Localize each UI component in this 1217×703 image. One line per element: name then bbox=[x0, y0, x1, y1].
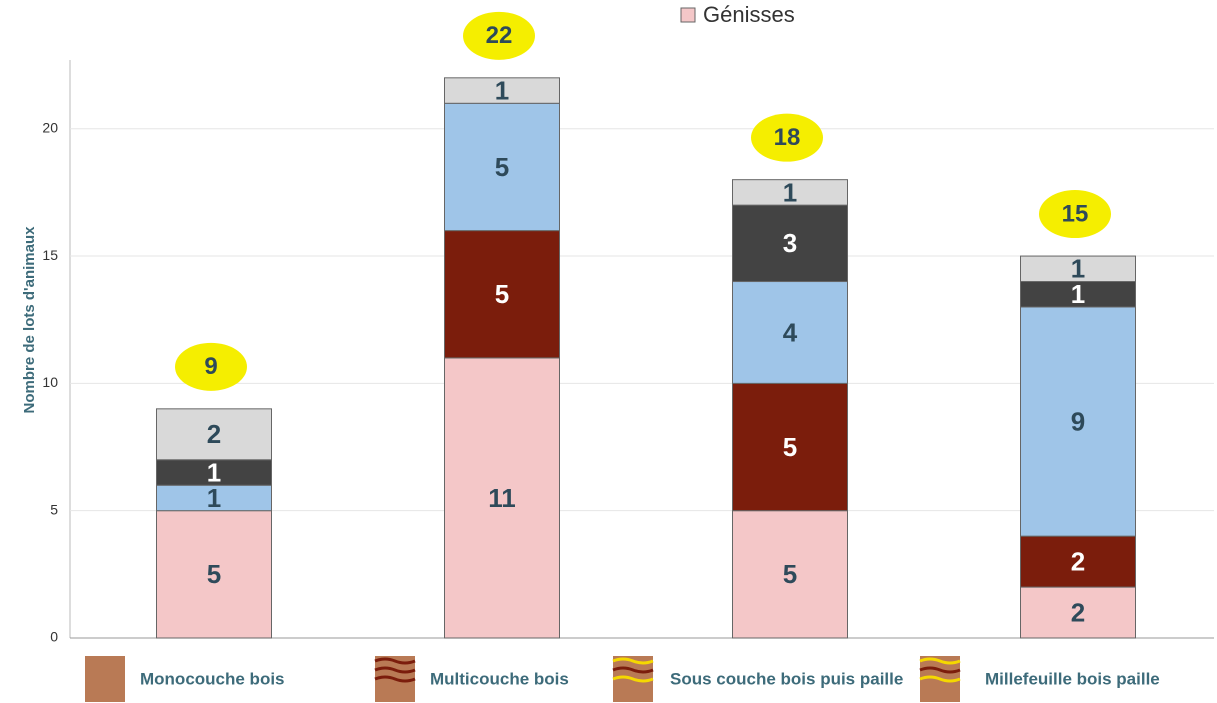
bar-segment bbox=[1020, 306, 1136, 537]
data-label: 5 bbox=[495, 152, 509, 182]
legend-label: Génisses bbox=[703, 2, 795, 27]
total-label: 22 bbox=[486, 22, 513, 49]
icon-layer bbox=[612, 675, 654, 683]
y-tick-label: 5 bbox=[50, 501, 58, 517]
total-badge bbox=[175, 342, 247, 391]
total-badge bbox=[1039, 190, 1111, 239]
total-label: 18 bbox=[774, 124, 801, 151]
data-label: 3 bbox=[783, 228, 797, 258]
bar-segment bbox=[732, 179, 848, 206]
bar-segment bbox=[732, 204, 848, 283]
bar-segment bbox=[156, 408, 272, 461]
category-icon bbox=[85, 656, 125, 702]
category-label: Monocouche bois bbox=[140, 669, 285, 688]
bar-segment bbox=[732, 382, 848, 512]
y-tick-label: 15 bbox=[42, 247, 58, 263]
bar-segment bbox=[732, 281, 848, 384]
icon-layer bbox=[374, 657, 416, 665]
total-badge bbox=[463, 11, 535, 60]
total-badge bbox=[751, 113, 823, 162]
data-label: 1 bbox=[207, 457, 221, 487]
y-tick-label: 20 bbox=[42, 119, 58, 135]
data-label: 5 bbox=[207, 559, 221, 589]
y-tick-label: 10 bbox=[42, 374, 58, 390]
bar-segment bbox=[1020, 535, 1136, 588]
bar-segment bbox=[444, 77, 560, 104]
category-label: Multicouche bois bbox=[430, 669, 569, 688]
bar-segment bbox=[732, 510, 848, 639]
data-label: 2 bbox=[1071, 546, 1085, 576]
bar-segment bbox=[1020, 586, 1136, 639]
data-label: 1 bbox=[783, 177, 797, 207]
data-label: 1 bbox=[1071, 254, 1085, 284]
icon-layer bbox=[374, 666, 416, 674]
data-label: 1 bbox=[495, 75, 509, 105]
y-tick-label: 0 bbox=[50, 629, 58, 645]
total-label: 15 bbox=[1062, 200, 1089, 227]
bar-segment bbox=[444, 230, 560, 359]
bar-segment bbox=[444, 102, 560, 232]
icon-layer bbox=[374, 675, 416, 683]
data-label: 11 bbox=[488, 483, 516, 513]
data-label: 2 bbox=[1071, 597, 1085, 627]
data-label: 4 bbox=[783, 317, 798, 347]
total-label: 9 bbox=[204, 353, 217, 380]
data-label: 5 bbox=[495, 279, 509, 309]
category-label: Sous couche bois puis paille bbox=[670, 669, 903, 688]
data-label: 5 bbox=[783, 432, 797, 462]
icon-layer bbox=[612, 657, 654, 665]
y-axis-label: Nombre de lots d'animaux bbox=[21, 226, 38, 414]
legend-swatch bbox=[680, 7, 696, 23]
data-label: 2 bbox=[207, 419, 221, 449]
icon-layer bbox=[919, 675, 961, 683]
bar-segment bbox=[1020, 281, 1136, 308]
category-label: Millefeuille bois paille bbox=[985, 669, 1160, 688]
data-label: 5 bbox=[783, 559, 797, 589]
icon-layer bbox=[919, 666, 961, 674]
bar-segment bbox=[156, 484, 272, 512]
data-label: 1 bbox=[1071, 279, 1085, 309]
bar-segment bbox=[156, 510, 272, 639]
icon-layer bbox=[919, 657, 961, 665]
bar-segment bbox=[1020, 255, 1136, 283]
data-label: 1 bbox=[207, 483, 221, 513]
icon-layer bbox=[612, 666, 654, 674]
data-label: 9 bbox=[1071, 406, 1085, 436]
